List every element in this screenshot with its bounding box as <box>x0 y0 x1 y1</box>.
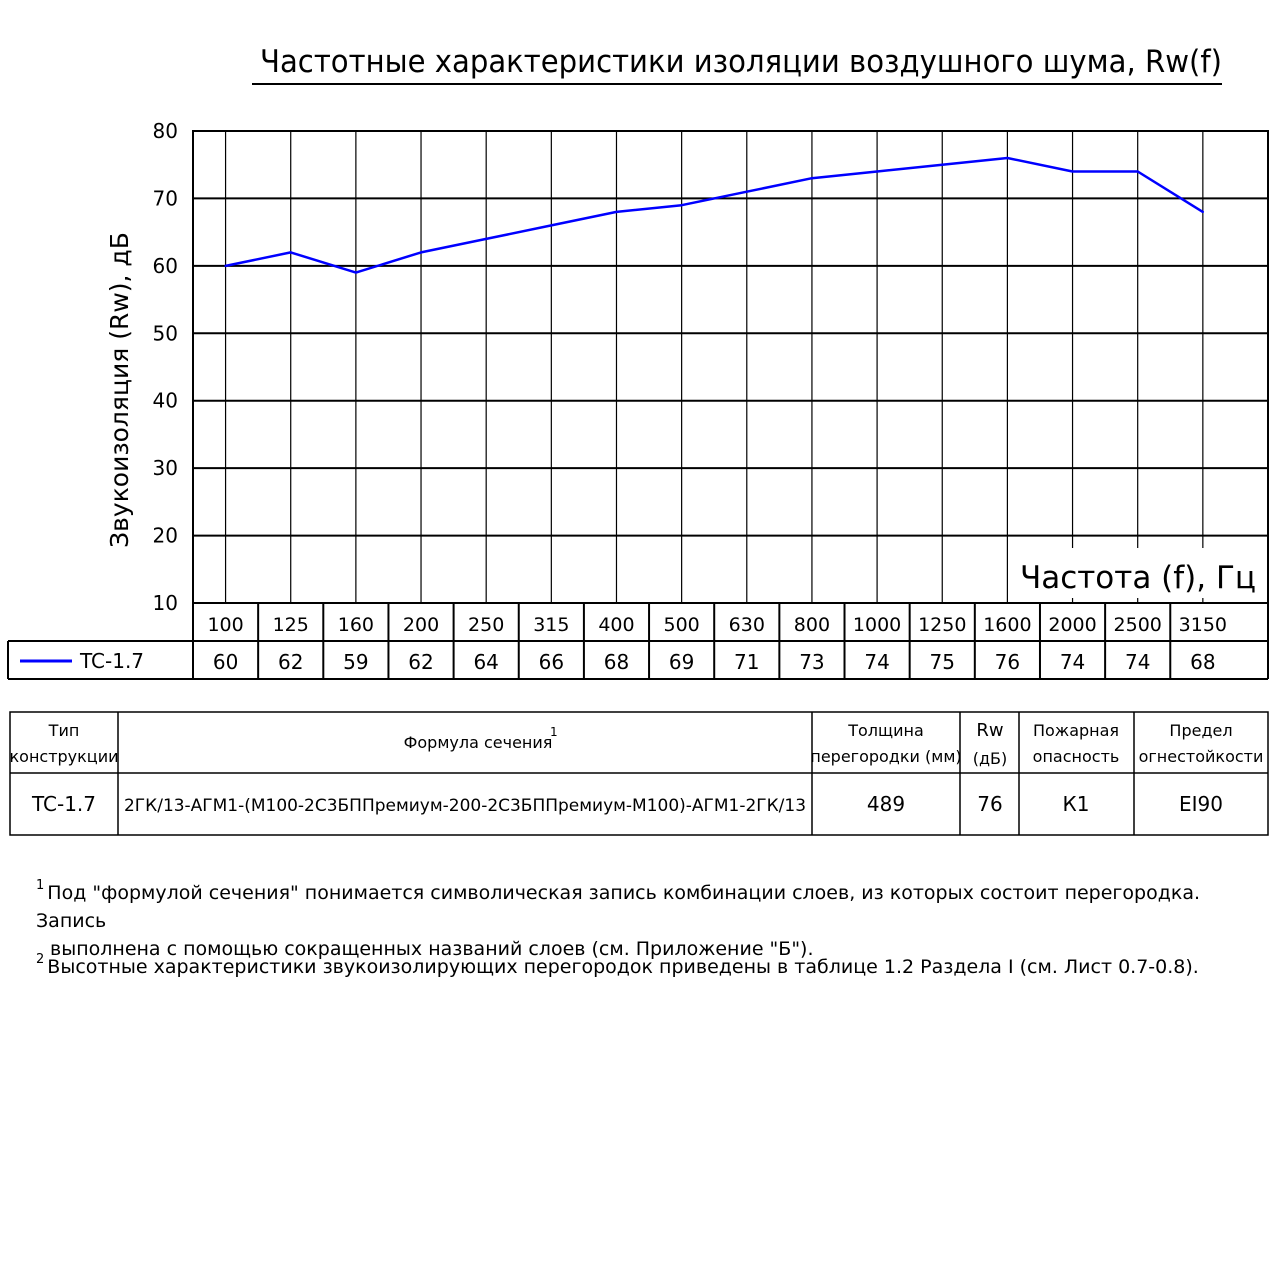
data-value-label: 59 <box>343 650 368 674</box>
series-point <box>224 264 227 268</box>
data-value-label: 60 <box>213 650 238 674</box>
x-tick-label: 3150 <box>1179 614 1227 636</box>
data-value-label: 62 <box>278 650 303 674</box>
x-axis-label-bg <box>1030 548 1262 598</box>
y-tick-label: 50 <box>153 321 178 345</box>
footnote-2-text: Высотные характеристики звукоизолирующих… <box>47 956 1199 978</box>
x-tick-label: 250 <box>468 614 504 636</box>
y-tick-label: 40 <box>153 389 178 413</box>
data-value-label: 76 <box>995 650 1020 674</box>
header-thickness-line2: перегородки (мм) <box>810 747 961 766</box>
y-tick-label: 70 <box>153 186 178 210</box>
series-point <box>680 203 683 207</box>
series-point <box>550 224 553 227</box>
data-value-label: 64 <box>473 650 498 674</box>
footnote-2: 2 Высотные характеристики звукоизолирующи… <box>36 946 1266 981</box>
x-tick-label: 160 <box>338 614 374 636</box>
data-value-label: 73 <box>799 650 824 674</box>
x-tick-label: 100 <box>207 614 243 636</box>
series-point <box>745 190 748 193</box>
series-point <box>615 210 618 214</box>
series-point <box>1136 170 1139 173</box>
header-thickness-line1: Толщина <box>847 721 924 740</box>
data-value-label: 66 <box>539 650 564 674</box>
plot-frame <box>192 130 1269 604</box>
data-value-label: 62 <box>408 650 433 674</box>
footnote-1: 1 Под "формулой сечения" понимается симво… <box>36 872 1266 963</box>
header-fire-hazard-line2: опасность <box>1033 747 1120 766</box>
header-fire-hazard-line1: Пожарная <box>1033 721 1119 740</box>
series-lines <box>224 156 1205 274</box>
x-tick-label: 800 <box>794 614 830 636</box>
y-tick-label: 30 <box>153 456 178 480</box>
x-tick-label: 2500 <box>1114 614 1162 636</box>
series-point <box>1201 210 1205 214</box>
series-point <box>484 237 488 241</box>
header-fire-resistance-line2: огнестойкости <box>1139 747 1264 766</box>
x-tick-label: 500 <box>664 614 700 636</box>
y-tick-labels: 80 70 60 50 40 30 20 10 <box>153 119 178 615</box>
y-axis-label: Звукоизоляция (Rw), дБ <box>105 232 134 548</box>
header-type-line1: Тип <box>48 721 80 740</box>
specification-table: Тип конструкции Формула сечения 1 Толщин… <box>9 711 1269 836</box>
y-tick-label: 20 <box>153 524 178 548</box>
data-value-label: 68 <box>1190 650 1215 674</box>
data-value-label: 74 <box>1125 650 1150 674</box>
footnote-1-line1: Под "формулой сечения" понимается символ… <box>36 882 1201 932</box>
x-tick-label: 1000 <box>853 614 901 636</box>
x-tick-label: 200 <box>403 614 439 636</box>
x-tick-label: 400 <box>598 614 634 636</box>
row-fire-hazard: К1 <box>1063 792 1090 816</box>
data-value-label: 71 <box>734 650 759 674</box>
series-point <box>875 170 879 173</box>
data-value-label: 75 <box>930 650 955 674</box>
y-tick-label: 60 <box>153 254 178 278</box>
series-point <box>810 177 814 180</box>
rw-frequency-chart: Частотные характеристики изоляции воздуш… <box>7 44 1269 836</box>
data-value-label: 69 <box>669 650 694 674</box>
header-formula: Формула сечения <box>404 733 553 752</box>
y-tick-label: 10 <box>153 591 178 615</box>
series-point <box>941 163 944 166</box>
series-point <box>419 251 423 254</box>
header-formula-footnote-mark: 1 <box>550 725 558 739</box>
row-rw: 76 <box>977 792 1002 816</box>
y-tick-label: 80 <box>153 119 178 143</box>
row-thickness: 489 <box>867 792 905 816</box>
data-value-label: 74 <box>1060 650 1085 674</box>
footnote-1-mark: 1 <box>36 878 45 893</box>
x-axis-label: Частота (f), Гц <box>1020 560 1256 596</box>
frequency-value-table: 100 125 160 200 250 315 400 500 630 800 1000 1250 16… <box>7 603 1269 680</box>
x-tick-label: 1600 <box>983 614 1031 636</box>
header-fire-resistance-line1: Предел <box>1169 721 1232 740</box>
legend-series-name: TC-1.7 <box>79 649 144 673</box>
chart-title: Частотные характеристики изоляции воздуш… <box>260 44 1222 80</box>
data-value-label: 74 <box>864 650 889 674</box>
series-point <box>1071 170 1074 173</box>
data-value-label: 68 <box>604 650 629 674</box>
x-tick-label: 1250 <box>918 614 966 636</box>
x-tick-label: 125 <box>273 614 309 636</box>
series-point <box>289 251 292 254</box>
row-formula: 2ГК/13-АГМ1-(М100-2С3БППремиум-200-2С3БП… <box>124 796 806 816</box>
series-point <box>1006 156 1009 160</box>
series-point <box>354 271 358 274</box>
footnote-2-mark: 2 <box>36 952 45 967</box>
x-tick-label: 2000 <box>1048 614 1096 636</box>
x-tick-label: 315 <box>533 614 569 636</box>
row-fire-resistance: EI90 <box>1179 792 1223 816</box>
footnote-1-line2: выполнена с помощью сокращенных названий… <box>50 938 814 960</box>
header-type-line2: конструкции <box>9 747 118 766</box>
header-rw-line1: Rw <box>976 720 1003 741</box>
chart-grid <box>192 130 1269 604</box>
header-rw-line2: (дБ) <box>973 749 1008 768</box>
row-type: TC-1.7 <box>31 792 96 816</box>
series-line-TC-1.7 <box>225 156 1204 274</box>
x-tick-label: 630 <box>729 614 765 636</box>
